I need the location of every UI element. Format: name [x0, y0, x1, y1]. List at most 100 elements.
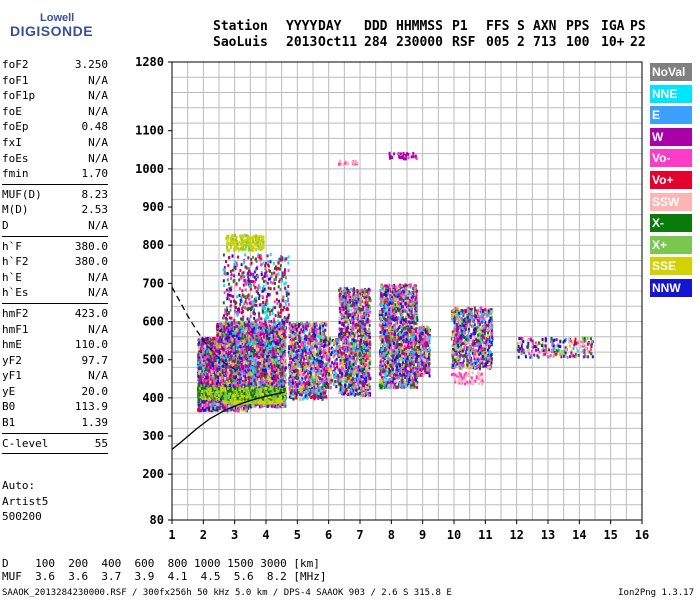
echo-point	[230, 373, 233, 377]
echo-point	[245, 381, 248, 385]
echo-point	[224, 337, 227, 341]
echo-point	[229, 383, 231, 387]
echo-point	[233, 359, 236, 363]
echo-point	[230, 346, 233, 350]
param-value: 380.0	[74, 239, 108, 253]
param-row: fxI N/A	[2, 135, 108, 151]
echo-point	[226, 344, 228, 348]
echo-point	[216, 333, 219, 337]
echo-point	[244, 364, 247, 368]
echo-point	[207, 351, 210, 355]
echo-point	[226, 374, 229, 378]
echo-point	[244, 350, 246, 354]
echo-point	[239, 325, 242, 329]
param-row: h`Es N/A	[2, 285, 108, 301]
param-value: 113.9	[74, 400, 108, 414]
echo-point	[241, 404, 244, 407]
echo-point	[212, 341, 215, 345]
param-value: 0.48	[81, 120, 109, 134]
echo-point	[215, 382, 218, 385]
echo-point	[218, 367, 221, 371]
echo-point	[230, 370, 233, 374]
echo-point	[200, 381, 203, 385]
param-row: foF1 N/A	[2, 73, 108, 89]
param-separator	[2, 183, 108, 185]
echo-point	[202, 366, 204, 370]
echo-point	[238, 381, 241, 385]
echo-point	[203, 344, 206, 348]
echo-point	[225, 333, 228, 337]
echo-point	[223, 326, 226, 330]
echo-point	[216, 367, 219, 371]
echo-point	[222, 322, 225, 326]
param-value: 1.39	[81, 416, 109, 430]
echo-point	[216, 403, 219, 407]
echo-points	[197, 151, 594, 413]
echo-point	[201, 407, 204, 410]
param-row: foF2 3.250	[2, 57, 108, 73]
echo-point	[242, 357, 245, 361]
auto-label: Auto:	[2, 479, 36, 492]
echo-point	[203, 356, 206, 360]
param-value: 3.250	[74, 58, 108, 71]
param-name: foF1p	[2, 89, 36, 103]
echo-point	[241, 377, 244, 380]
param-row: fmin 1.70	[2, 166, 108, 182]
echo-point	[235, 341, 238, 345]
echo-point	[210, 404, 213, 408]
echo-point	[230, 378, 233, 382]
echo-point	[231, 334, 234, 338]
echo-point	[214, 406, 217, 409]
echo-point	[231, 359, 234, 363]
param-value: N/A	[88, 151, 108, 165]
echo-point	[245, 323, 248, 327]
param-row: foEp 0.48	[2, 119, 108, 135]
echo-point	[227, 368, 229, 372]
echo-point	[229, 351, 231, 354]
param-name: h`F2	[2, 255, 29, 269]
echo-point	[244, 344, 247, 348]
echo-point	[205, 355, 208, 359]
echo-point	[241, 372, 243, 376]
echo-point	[219, 373, 222, 377]
echo-point	[206, 373, 209, 377]
echo-point	[218, 322, 221, 326]
echo-point	[238, 407, 241, 411]
param-name: fmin	[2, 167, 29, 181]
echo-point	[210, 407, 213, 411]
param-name: foEp	[2, 120, 29, 134]
param-value: N/A	[88, 322, 108, 336]
echo-point	[212, 337, 215, 341]
param-row: yF1 N/A	[2, 368, 108, 384]
param-name: B1	[2, 416, 16, 430]
param-value: 97.7	[81, 353, 109, 367]
echo-point	[228, 365, 231, 369]
echo-point	[231, 338, 234, 342]
param-name: hmE	[2, 338, 22, 352]
parameter-list: foF2 3.250 foF1 N/A foF1p N/A foE N/A foEp 0.48 fx…	[2, 57, 108, 456]
echo-point	[240, 362, 243, 366]
echo-point	[234, 369, 237, 372]
param-value: 380.0	[74, 255, 108, 269]
echo-point	[229, 330, 232, 334]
echo-point	[221, 334, 224, 338]
param-row: h`E N/A	[2, 270, 108, 286]
echo-point	[235, 375, 237, 379]
echo-point	[197, 353, 200, 357]
echo-point	[211, 370, 213, 374]
param-value: N/A	[88, 135, 108, 149]
echo-point	[205, 338, 207, 342]
param-value: N/A	[88, 89, 108, 103]
echo-point	[217, 372, 220, 376]
echo-point	[198, 399, 201, 403]
echo-point	[220, 355, 223, 359]
param-value: N/A	[88, 270, 108, 284]
echo-point	[233, 327, 236, 331]
param-name: foF1	[2, 73, 29, 87]
param-name: foEs	[2, 151, 29, 165]
echo-point	[235, 325, 238, 329]
echo-point	[223, 351, 226, 355]
echo-point	[239, 345, 242, 349]
echo-point	[235, 365, 238, 369]
